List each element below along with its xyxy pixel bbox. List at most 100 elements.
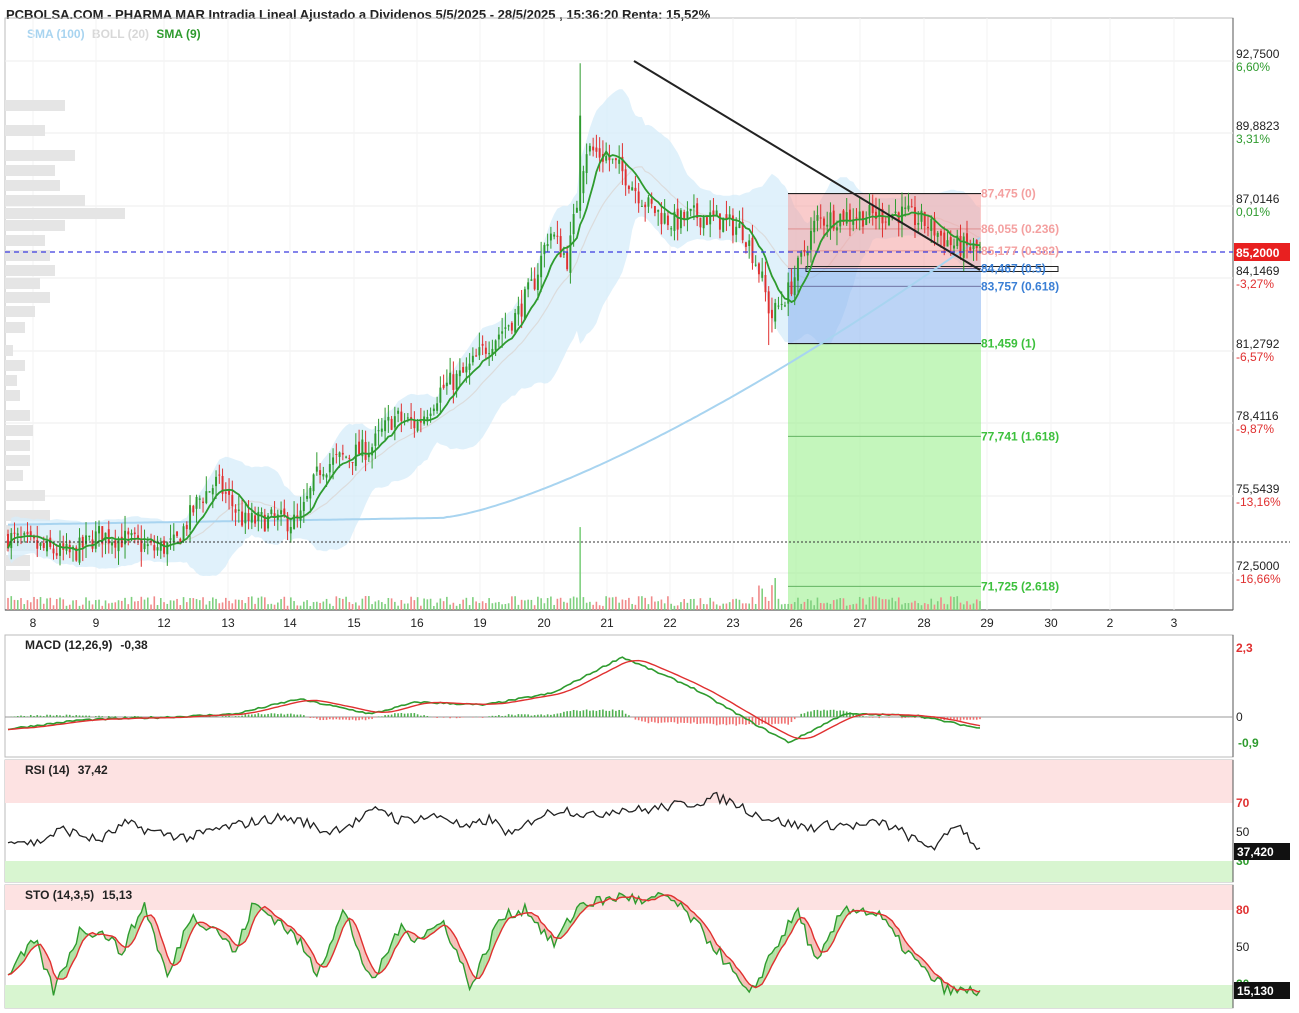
candle — [192, 504, 195, 516]
candle-body — [273, 513, 276, 518]
macd-histogram-bar — [728, 717, 731, 725]
candle-body — [228, 490, 231, 495]
candle — [829, 202, 832, 240]
candle-body — [696, 203, 699, 219]
candle-body — [140, 540, 143, 552]
candle — [114, 529, 117, 559]
rsi-badge — [1234, 843, 1290, 860]
volume-bar — [806, 598, 809, 610]
volume-bar — [436, 602, 438, 610]
macd-histogram-bar — [582, 710, 585, 717]
sto-fill — [479, 954, 483, 979]
sto-d-line — [7, 894, 981, 993]
legend-sma100[interactable]: SMA (100) — [27, 27, 85, 41]
candle-body — [85, 535, 87, 545]
volume-bar — [936, 601, 939, 610]
volume-bar — [247, 596, 250, 610]
legend-sma9[interactable]: SMA (9) — [156, 27, 201, 41]
macd-histogram-bar — [81, 715, 84, 717]
candle-body — [956, 235, 959, 247]
volume-bar — [585, 602, 588, 610]
x-tick-label: 29 — [980, 616, 994, 630]
volume-bar — [767, 600, 770, 610]
volume-profile-bar — [5, 250, 50, 261]
candle — [871, 194, 874, 226]
macd-histogram-bar — [605, 710, 607, 717]
macd-histogram-bar — [699, 717, 702, 724]
candle — [260, 507, 263, 529]
macd-histogram-bar — [335, 717, 338, 720]
volume-bar — [143, 599, 146, 610]
candle — [195, 494, 198, 523]
volume-bar — [634, 604, 637, 610]
candle — [127, 527, 130, 546]
fib-label: 85,177 (0.382) — [981, 244, 1059, 258]
macd-histogram-bar — [813, 710, 816, 717]
sto-fill — [921, 958, 925, 968]
candle — [842, 208, 845, 226]
macd-histogram-bar — [472, 717, 474, 718]
macd-histogram-bar — [741, 717, 744, 725]
candle — [250, 502, 253, 530]
volume-bar — [722, 603, 724, 610]
macd-histogram-bar — [387, 714, 390, 717]
macd-histogram-bar — [550, 714, 552, 717]
sto-fill — [690, 910, 694, 923]
price-tick-label: 87,0146 — [1236, 192, 1280, 206]
fib-label: 71,725 (2.618) — [981, 579, 1059, 593]
volume-bar — [42, 603, 45, 610]
candle — [855, 208, 858, 229]
sto-fill — [69, 949, 74, 969]
candle-body — [683, 211, 686, 221]
candle-body — [46, 540, 48, 552]
candle — [462, 362, 465, 373]
volume-bar — [810, 600, 812, 610]
candle — [185, 521, 188, 536]
candle — [377, 418, 380, 446]
volume-profile-bar — [5, 322, 25, 333]
macd-signal-line — [7, 659, 981, 740]
volume-bar — [212, 597, 214, 610]
volume-profile-bar — [5, 490, 45, 501]
price-tick-label: 92,7500 — [1236, 47, 1280, 61]
volume-bar — [72, 600, 74, 610]
volume-bar — [286, 605, 289, 610]
volume-bar — [494, 602, 497, 610]
volume-bar — [894, 601, 897, 610]
legend-boll[interactable]: BOLL (20) — [91, 27, 150, 41]
volume-bar — [429, 598, 432, 610]
sto-fill — [560, 925, 564, 939]
volume-bar — [124, 597, 126, 610]
candle — [783, 301, 786, 308]
volume-bar — [907, 603, 910, 610]
candle — [231, 480, 234, 521]
candle — [449, 357, 452, 385]
macd-histogram-bar — [712, 717, 715, 725]
candle-body — [504, 327, 507, 329]
volume-bar — [364, 596, 367, 610]
candle — [237, 495, 240, 523]
macd-histogram-bar — [524, 714, 526, 717]
volume-bar — [270, 603, 273, 610]
volume-bar — [517, 604, 520, 610]
volume-bar — [228, 600, 230, 610]
macd-histogram-bar — [264, 714, 266, 717]
volume-profile-bar — [5, 455, 30, 466]
pct-tick-label: 3,31% — [1236, 132, 1270, 146]
candle — [598, 137, 601, 172]
candle — [614, 157, 617, 169]
sto-fill — [534, 914, 538, 923]
macd-value: -0,38 — [120, 638, 148, 652]
volume-bar — [202, 597, 204, 610]
candle-body — [852, 220, 855, 225]
macd-histogram-bar — [615, 710, 617, 717]
candle — [709, 200, 712, 238]
macd-histogram-bar — [790, 717, 793, 723]
volume-bar — [420, 605, 422, 610]
candle — [361, 429, 364, 463]
candle-body — [202, 501, 205, 503]
candle-body — [241, 511, 244, 526]
candle — [546, 233, 549, 253]
macd-histogram-bar — [680, 717, 682, 723]
volume-bar — [342, 598, 344, 610]
